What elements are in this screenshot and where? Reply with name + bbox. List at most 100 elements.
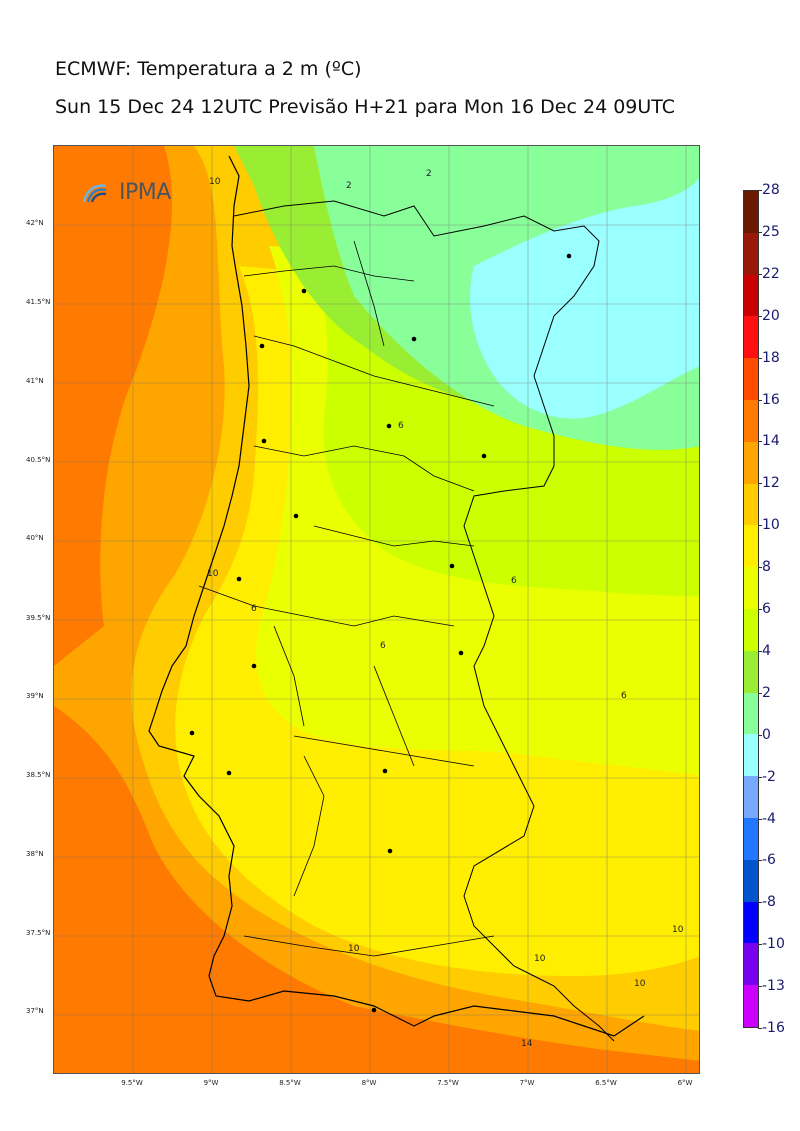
colorbar-segment — [744, 608, 758, 651]
contour-label: 2 — [426, 169, 432, 179]
contour-label: 10 — [207, 569, 219, 579]
colorbar-label: 28 — [762, 182, 780, 198]
colorbar-segment — [744, 692, 758, 735]
map-svg: 2 2 10 6 6 6 6 10 6 10 10 10 10 14 — [54, 146, 699, 1073]
colorbar-label: 6 — [762, 601, 771, 617]
colorbar-label: 16 — [762, 391, 780, 408]
map-title: ECMWF: Temperatura a 2 m (ºC) — [55, 58, 362, 80]
sea-west-zone — [54, 146, 173, 666]
colorbar-tick — [758, 650, 762, 652]
colorbar-segment — [744, 483, 758, 526]
lon-label: 8°W — [361, 1079, 377, 1087]
colorbar-segment — [744, 567, 758, 609]
colorbar-segment — [744, 525, 758, 568]
lon-label: 7.5°W — [437, 1079, 459, 1087]
contour-label: 6 — [511, 576, 517, 586]
map-subtitle: Sun 15 Dec 24 12UTC Previsão H+21 para M… — [55, 96, 676, 118]
colorbar-label: 25 — [762, 223, 780, 240]
ipma-logo: IPMA — [82, 180, 171, 205]
grid-lines — [54, 146, 699, 1073]
district-lines — [198, 240, 495, 957]
colorbar-label: 0 — [762, 726, 771, 743]
colorbar-tick — [758, 357, 762, 359]
colorbar-label: -16 — [762, 1020, 785, 1036]
colorbar-tick — [758, 567, 762, 569]
colorbar-tick — [758, 315, 762, 317]
lat-label: 37°N — [26, 1007, 44, 1015]
lon-label: 7°W — [519, 1079, 535, 1087]
colorbar-tick — [758, 483, 762, 485]
lon-label: 6.5°W — [595, 1079, 617, 1087]
colorbar-tick — [758, 231, 762, 233]
colorbar-tick — [758, 273, 762, 275]
colorbar-label: -13 — [762, 978, 785, 995]
colorbar-tick — [758, 609, 762, 610]
temperature-map[interactable]: 2 2 10 6 6 6 6 10 6 10 10 10 10 14 — [53, 145, 700, 1074]
lon-label: 8.5°W — [279, 1079, 301, 1087]
lat-label: 40°N — [26, 534, 44, 542]
colorbar-label: 18 — [762, 349, 780, 366]
ipma-logo-text: IPMA — [119, 180, 171, 205]
colorbar-segment — [744, 817, 758, 860]
contour-label: 6 — [251, 604, 257, 614]
colorbar-segment — [744, 734, 758, 777]
contour-label: 6 — [621, 691, 627, 701]
colorbar-label: 4 — [762, 642, 771, 659]
contour-label: 2 — [346, 181, 352, 191]
temperature-colorbar — [743, 190, 759, 1028]
colorbar-label: -2 — [762, 768, 776, 785]
colorbar-label: 12 — [762, 475, 780, 492]
contour-label: 6 — [398, 421, 404, 431]
colorbar-tick — [758, 986, 762, 988]
spain-border — [233, 200, 615, 1042]
city-dots — [189, 253, 572, 1013]
colorbar-segment — [744, 232, 758, 275]
lat-label: 41°N — [26, 377, 44, 385]
lat-label: 38°N — [26, 850, 44, 858]
colorbar-segment — [744, 316, 758, 359]
lat-label: 40.5°N — [26, 456, 51, 464]
colorbar-segment — [744, 358, 758, 400]
colorbar-segment — [744, 901, 758, 944]
ipma-logo-icon — [82, 183, 107, 202]
colorbar-label: -6 — [762, 852, 776, 869]
colorbar-segment — [744, 943, 758, 986]
coastline — [148, 155, 645, 1037]
colorbar-segment — [744, 441, 758, 484]
colorbar-segment — [744, 776, 758, 818]
colorbar-tick — [758, 1028, 762, 1029]
colorbar-label: 8 — [762, 559, 771, 576]
colorbar-tick — [758, 944, 762, 946]
colorbar-segment — [744, 399, 758, 442]
land-colder-zone — [470, 178, 699, 419]
colorbar-label: 10 — [762, 517, 780, 534]
sea-far-zone — [54, 706, 699, 1073]
colorbar-label: 14 — [762, 433, 780, 450]
lat-label: 39.5°N — [26, 614, 51, 622]
colorbar-tick — [758, 692, 762, 694]
contour-label: 10 — [634, 979, 646, 989]
colorbar-label: 20 — [762, 307, 780, 324]
colorbar-tick — [758, 818, 762, 820]
lat-label: 41.5°N — [26, 298, 51, 306]
colorbar-label: -8 — [762, 894, 776, 911]
contour-label: 10 — [672, 925, 684, 935]
colorbar-segment — [744, 191, 758, 233]
lat-label: 38.5°N — [26, 771, 51, 779]
colorbar-tick — [758, 734, 762, 736]
contour-label: 10 — [348, 944, 360, 954]
colorbar-segment — [744, 859, 758, 902]
colorbar-tick — [758, 525, 762, 527]
colorbar-segment — [744, 650, 758, 693]
contour-label: 10 — [534, 954, 546, 964]
lat-label: 37.5°N — [26, 929, 51, 937]
lat-label: 39°N — [26, 692, 44, 700]
contour-label: 10 — [209, 177, 221, 187]
colorbar-tick — [758, 776, 762, 778]
colorbar-tick — [758, 860, 762, 862]
colorbar-label: 2 — [762, 684, 771, 701]
colorbar-tick — [758, 190, 762, 191]
lon-label: 6°W — [677, 1079, 693, 1087]
colorbar-tick — [758, 902, 762, 904]
colorbar-tick — [758, 399, 762, 401]
